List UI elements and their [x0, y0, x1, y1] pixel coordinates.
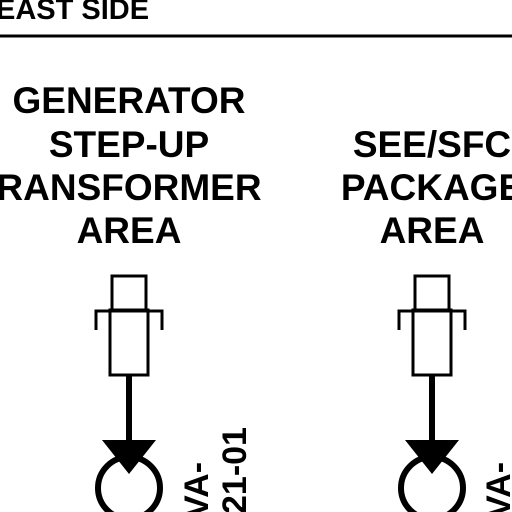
- valve-yoke: [397, 309, 467, 330]
- area-label-line: STEP-UP: [49, 124, 209, 165]
- valve-tag: VA- 21-01: [178, 427, 254, 512]
- valve-symbol: [397, 274, 467, 512]
- valve-yoke: [94, 309, 164, 330]
- area-label-line: AREA: [77, 210, 182, 251]
- valve-tag-line: VA-: [480, 462, 512, 512]
- section-title: EAST SIDE: [0, 0, 149, 26]
- instrument-bubble: [398, 454, 466, 512]
- valve-tag-line: 21-01: [216, 427, 254, 512]
- valve-tag-line: VA-: [178, 462, 216, 512]
- area-label-line: RANSFORMER: [0, 167, 262, 208]
- valve-cap: [413, 274, 451, 312]
- area-see-sfc-package: SEE/SFC PACKAGE AREA VA-: [341, 124, 512, 512]
- area-label-line: SEE/SFC: [353, 124, 511, 165]
- area-label-line: PACKAGE: [341, 167, 512, 208]
- valve-cap: [110, 274, 148, 312]
- area-label-line: GENERATOR: [13, 80, 246, 121]
- area-label-line: AREA: [380, 210, 485, 251]
- valve-symbol: [94, 274, 164, 512]
- area-generator-transformer: GENERATOR STEP-UP RANSFORMER AREA VA- 21…: [0, 80, 262, 512]
- valve-body: [411, 308, 453, 377]
- valve-body: [108, 308, 150, 377]
- instrument-bubble: [95, 454, 163, 512]
